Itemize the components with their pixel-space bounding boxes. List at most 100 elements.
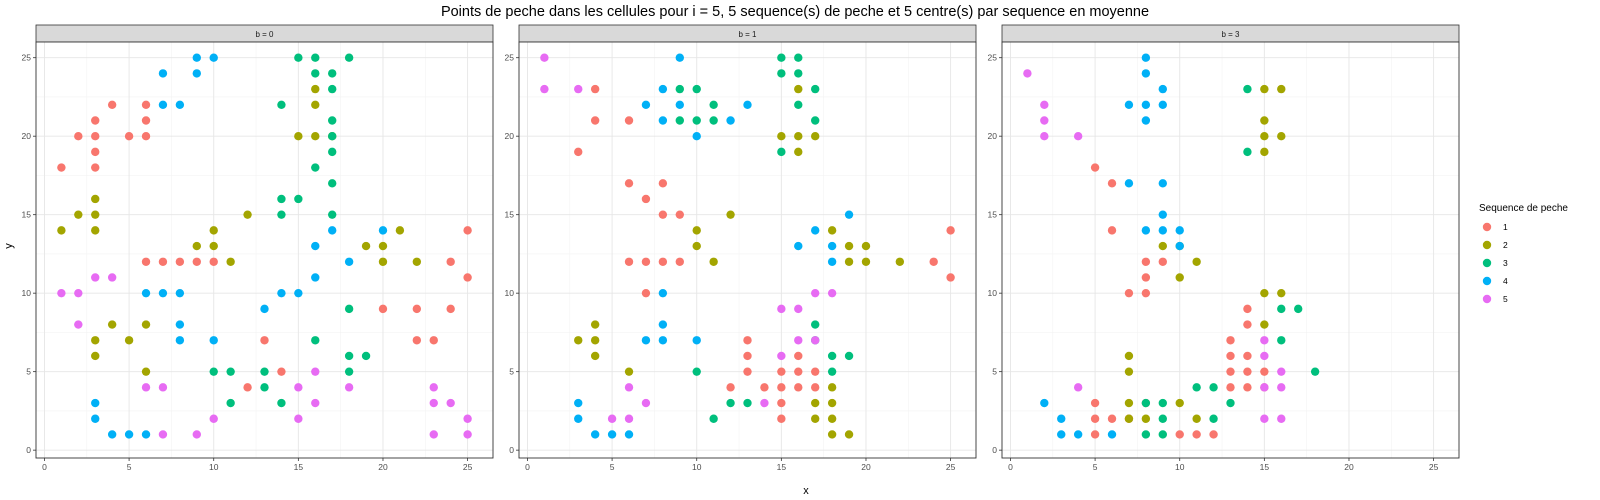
data-point-seq-1: [811, 383, 820, 392]
data-point-seq-3: [226, 398, 235, 408]
data-point-seq-3: [709, 116, 718, 125]
data-point-seq-2: [1124, 367, 1134, 376]
data-point-seq-1: [658, 210, 668, 219]
legend-item: 4: [1482, 276, 1508, 286]
data-point-seq-4: [827, 257, 837, 266]
data-point-seq-3: [1209, 383, 1218, 392]
data-point-seq-2: [1175, 398, 1184, 408]
data-point-seq-2: [1260, 131, 1269, 141]
data-point-seq-5: [624, 414, 634, 423]
data-point-seq-2: [861, 257, 871, 266]
y-tick-label: 15: [22, 210, 32, 220]
data-point-seq-2: [141, 367, 151, 376]
chart-title: Points de peche dans les cellules pour i…: [441, 4, 1149, 20]
panel-border: [518, 41, 977, 459]
data-point-seq-3: [328, 69, 337, 78]
data-point-seq-5: [463, 430, 472, 439]
data-point-seq-2: [692, 241, 701, 251]
data-point-seq-2: [794, 84, 803, 94]
data-point-seq-2: [726, 210, 735, 219]
legend-key: [1482, 240, 1492, 250]
data-point-seq-2: [1260, 320, 1269, 329]
x-tick-label: 25: [463, 462, 473, 472]
data-point-seq-2: [57, 226, 66, 235]
data-point-seq-3: [344, 351, 354, 361]
data-point-seq-5: [760, 398, 769, 408]
data-point-seq-1: [1124, 288, 1134, 298]
data-point-seq-4: [692, 336, 701, 345]
data-point-seq-1: [1243, 383, 1252, 392]
data-point-seq-1: [777, 367, 786, 376]
data-point-seq-1: [743, 351, 752, 361]
data-point-seq-4: [1141, 226, 1151, 235]
data-point-seq-1: [929, 257, 938, 266]
data-point-seq-2: [107, 320, 117, 329]
data-point-seq-3: [827, 351, 837, 361]
data-point-seq-5: [811, 336, 820, 345]
data-point-seq-4: [675, 100, 684, 109]
data-point-seq-4: [175, 336, 185, 345]
data-point-seq-4: [811, 226, 820, 235]
data-point-seq-3: [328, 147, 337, 157]
data-point-seq-5: [540, 53, 549, 62]
data-point-seq-1: [1192, 430, 1201, 439]
data-point-seq-1: [624, 116, 634, 125]
data-point-seq-4: [175, 288, 185, 298]
data-point-seq-1: [141, 131, 151, 141]
data-point-seq-1: [590, 84, 600, 94]
data-point-seq-1: [1107, 226, 1117, 235]
data-point-seq-1: [209, 257, 218, 266]
data-point-seq-2: [827, 383, 837, 392]
data-point-seq-2: [1277, 131, 1286, 141]
y-tick-label: 10: [22, 288, 32, 298]
x-tick-label: 25: [946, 462, 956, 472]
data-point-seq-4: [641, 100, 651, 109]
data-point-seq-3: [844, 351, 854, 361]
data-point-seq-3: [777, 69, 786, 78]
data-point-seq-1: [1260, 367, 1269, 376]
y-tick-label: 0: [992, 445, 997, 455]
legend-key: [1482, 294, 1492, 304]
data-point-seq-5: [294, 414, 303, 423]
data-point-seq-1: [675, 210, 684, 219]
data-point-seq-1: [1243, 351, 1252, 361]
data-point-seq-3: [328, 179, 337, 188]
data-point-seq-1: [1158, 257, 1167, 266]
data-point-seq-4: [344, 257, 354, 266]
data-point-seq-4: [1124, 100, 1134, 109]
data-point-seq-5: [74, 320, 83, 329]
data-point-seq-2: [74, 210, 83, 219]
x-tick-label: 15: [294, 462, 304, 472]
data-point-seq-1: [743, 336, 752, 345]
data-point-seq-3: [692, 84, 701, 94]
legend-title: Sequence de peche: [1479, 203, 1568, 214]
y-tick-label: 0: [509, 445, 514, 455]
data-point-seq-2: [91, 336, 100, 345]
data-point-seq-3: [328, 84, 337, 94]
data-point-seq-4: [1158, 226, 1167, 235]
data-point-seq-2: [827, 414, 837, 423]
data-point-seq-5: [57, 288, 66, 298]
data-point-seq-2: [1260, 84, 1269, 94]
data-point-seq-2: [1124, 351, 1134, 361]
data-point-seq-3: [344, 53, 354, 62]
data-point-seq-5: [827, 288, 837, 298]
data-point-seq-4: [158, 288, 168, 298]
data-point-seq-5: [192, 430, 201, 439]
data-point-seq-3: [311, 69, 320, 78]
data-point-seq-3: [1226, 398, 1235, 408]
data-point-seq-4: [607, 430, 617, 439]
plot-background: [519, 42, 976, 458]
data-point-seq-3: [260, 367, 269, 376]
data-point-seq-1: [463, 273, 472, 282]
data-point-seq-4: [726, 116, 735, 125]
x-tick-label: 20: [861, 462, 871, 472]
data-point-seq-3: [811, 116, 820, 125]
x-tick-label: 15: [1260, 462, 1270, 472]
data-point-seq-1: [91, 116, 100, 125]
facet-panels: b = 0 0 5 10 15 20 25 0 5 10 15 20 25 b = 1 0 5 10 15 20 25…: [22, 24, 1460, 472]
data-point-seq-1: [141, 257, 151, 266]
data-point-seq-4: [311, 273, 320, 282]
data-point-seq-1: [1141, 288, 1151, 298]
data-point-seq-1: [1090, 163, 1100, 172]
